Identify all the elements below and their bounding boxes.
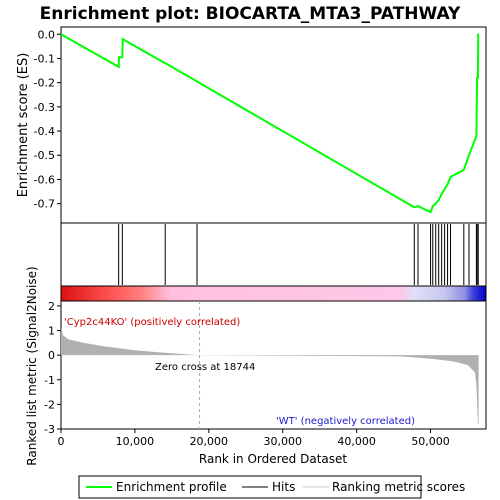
- metric-y-tick-label: 0: [48, 349, 55, 362]
- x-tick-label: 40,000: [337, 435, 376, 448]
- es-y-tick-label: -0.5: [34, 149, 55, 162]
- x-tick-label: 0: [58, 435, 65, 448]
- es-y-tick-label: -0.6: [34, 173, 55, 186]
- rank-color-band: [60, 285, 487, 302]
- metric-y-axis-label: Ranked list metric (Signal2Noise): [25, 266, 39, 465]
- x-axis-label: Rank in Ordered Dataset: [199, 452, 347, 466]
- x-tick-label: 20,000: [190, 435, 229, 448]
- metric-panel: Zero cross at 18744 'Cyp2c44KO' (positiv…: [25, 266, 487, 466]
- es-panel: 0.0 -0.1 -0.2 -0.3 -0.4 -0.5 -0.6 -0.7 Enrichme…: [16, 26, 487, 224]
- chart-title: Enrichment plot: BIOCARTA_MTA3_PATHWAY: [40, 4, 461, 24]
- hits-panel-frame: [60, 222, 487, 287]
- metric-y-tick-label: -3: [44, 423, 55, 436]
- es-y-tick-label: -0.2: [34, 77, 55, 90]
- metric-y-tick-label: 1: [48, 325, 55, 338]
- es-y-tick-label: 0.0: [38, 28, 56, 41]
- metric-panel-frame: [60, 300, 487, 430]
- x-axis-ticks: 0 10,000 20,000 30,000 40,000 50,000: [58, 429, 450, 448]
- x-tick-label: 50,000: [411, 435, 450, 448]
- legend-entry-profile: Enrichment profile: [116, 480, 227, 494]
- es-y-tick-label: -0.3: [34, 101, 55, 114]
- legend: Enrichment profile Hits Ranking metric s…: [78, 475, 465, 499]
- es-y-axis-label: Enrichment score (ES): [16, 53, 31, 198]
- legend-entry-hits: Hits: [272, 480, 295, 494]
- metric-y-tick-label: -1: [44, 374, 55, 387]
- es-y-ticks: 0.0 -0.1 -0.2 -0.3 -0.4 -0.5 -0.6 -0.7: [34, 28, 61, 211]
- hit-markers: [118, 224, 479, 285]
- x-tick-label: 30,000: [263, 435, 302, 448]
- legend-entry-metric: Ranking metric scores: [332, 480, 465, 494]
- es-y-tick-label: -0.7: [34, 198, 55, 211]
- metric-y-tick-label: 2: [48, 300, 55, 313]
- hits-panel: [60, 222, 487, 287]
- zero-cross-label: Zero cross at 18744: [155, 362, 255, 373]
- x-tick-label: 10,000: [116, 435, 155, 448]
- metric-y-ticks: 2 1 0 -1 -2 -3: [44, 300, 61, 436]
- metric-y-tick-label: -2: [44, 398, 55, 411]
- enrichment-profile-line: [60, 33, 480, 214]
- negative-correlation-label: 'WT' (negatively correlated): [276, 416, 415, 427]
- es-y-tick-label: -0.4: [34, 125, 55, 138]
- positive-correlation-label: 'Cyp2c44KO' (positively correlated): [64, 317, 240, 328]
- es-y-tick-label: -0.1: [34, 52, 55, 65]
